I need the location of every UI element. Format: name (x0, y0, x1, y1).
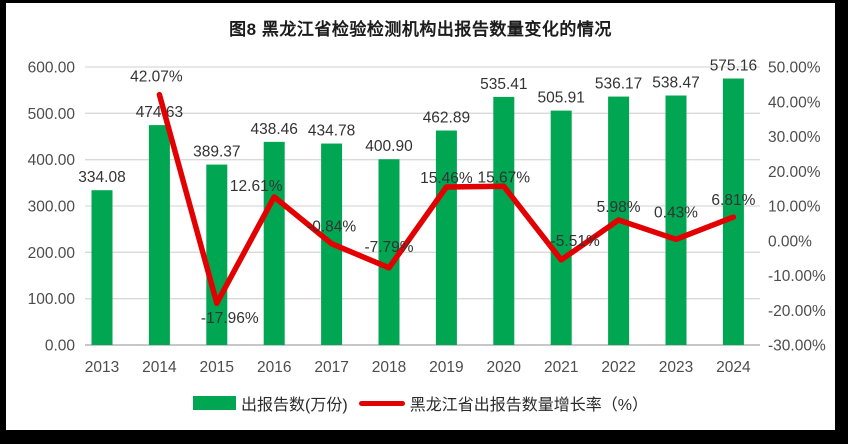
bar-2014 (148, 125, 170, 345)
bar-value-label-2024: 575.16 (710, 58, 757, 75)
right-axis-tick-label: 50.00% (768, 60, 821, 77)
x-axis-tick-label-2020: 2020 (487, 359, 522, 376)
bar-2016 (263, 141, 285, 345)
bar-value-label-2020: 535.41 (480, 76, 527, 93)
growth-rate-label-2022: 5.98% (597, 199, 641, 216)
right-axis-tick-label: -30.00% (768, 338, 826, 355)
right-axis-tick-label: 30.00% (768, 129, 821, 146)
x-axis-tick-label-2019: 2019 (429, 359, 463, 376)
right-axis-tick-label: -20.00% (768, 303, 826, 320)
right-axis-tick-label: 0.00% (768, 233, 812, 250)
bar-value-label-2014: 474.63 (136, 104, 183, 121)
growth-rate-label-2019: 15.46% (420, 170, 473, 187)
left-axis-tick-label: 100.00 (28, 291, 76, 308)
chart-title: 图8 黑龙江省检验检测机构出报告数量变化的情况 (229, 20, 612, 39)
x-axis-tick-label-2013: 2013 (85, 359, 119, 376)
bar-value-label-2018: 400.90 (365, 138, 413, 155)
left-axis-tick-label: 300.00 (28, 199, 76, 216)
growth-rate-label-2016: 12.61% (230, 178, 283, 195)
growth-rate-label-2014: 42.07% (130, 69, 183, 86)
left-axis-tick-label: 400.00 (28, 152, 76, 169)
bar-2021 (550, 110, 572, 345)
right-axis-tick-label: -10.00% (768, 268, 826, 285)
bar-value-label-2023: 538.47 (652, 75, 699, 92)
growth-rate-label-2023: 0.43% (654, 204, 698, 221)
chart-legend: 出报告数(万份) 黑龙江省出报告数量增长率（%） (6, 391, 835, 415)
bar-value-label-2016: 438.46 (250, 121, 297, 138)
bar-2015 (206, 164, 228, 345)
bar-value-label-2021: 505.91 (537, 90, 584, 107)
legend-bar-label: 出报告数(万份) (241, 397, 348, 414)
growth-rate-line (156, 91, 737, 306)
chart-plot-area: 600.00 500.00 400.00 300.00 200.00 100.00 0.00… (28, 58, 826, 376)
left-axis-tick-label: 500.00 (28, 106, 76, 123)
bar-2024 (722, 78, 744, 345)
legend-line-swatch-icon (358, 400, 405, 406)
left-axis-tick-label: 600.00 (28, 60, 76, 77)
left-axis-tick-label: 200.00 (28, 245, 76, 262)
bar-value-label-2022: 536.17 (595, 76, 642, 93)
chart-canvas: 图8 黑龙江省检验检测机构出报告数量变化的情况 600.00 500.00 400.… (6, 3, 835, 430)
x-axis-tick-label-2014: 2014 (142, 359, 177, 376)
x-axis-tick-label-2023: 2023 (659, 359, 693, 376)
legend-line-label: 黑龙江省出报告数量增长率（%） (409, 397, 648, 414)
bar-value-label-2013: 334.08 (78, 169, 125, 186)
bar-2018 (378, 159, 400, 345)
x-axis-tick-label-2017: 2017 (314, 359, 348, 376)
bar-value-label-2017: 434.78 (308, 123, 355, 140)
growth-rate-label-2015: -17.96% (201, 310, 259, 327)
x-axis-tick-label-2016: 2016 (257, 359, 291, 376)
bar-2020 (493, 96, 515, 345)
growth-rate-label-2024: 6.81% (711, 192, 755, 209)
x-axis-tick-label-2024: 2024 (716, 359, 751, 376)
x-axis-tick-label-2015: 2015 (200, 359, 234, 376)
growth-rate-label-2021: -5.51% (551, 233, 600, 250)
right-axis-tick-label: 10.00% (768, 199, 821, 216)
bar-value-label-2015: 389.37 (193, 144, 240, 161)
bar-2019 (435, 130, 457, 345)
x-axis-tick-label-2022: 2022 (601, 359, 635, 376)
x-axis-tick-label-2018: 2018 (372, 359, 406, 376)
growth-rate-label-2020: 15.67% (478, 169, 531, 186)
growth-rate-label-2017: -0.84% (307, 219, 356, 236)
left-axis-tick-label: 0.00 (45, 338, 76, 355)
right-axis-tick-label: 40.00% (768, 94, 821, 111)
x-axis-tick-label-2021: 2021 (544, 359, 578, 376)
bar-2013 (91, 190, 113, 345)
right-axis-tick-label: 20.00% (768, 164, 821, 181)
legend-bar-swatch-icon (193, 396, 237, 410)
bar-2023 (665, 95, 687, 345)
bar-value-label-2019: 462.89 (423, 110, 470, 127)
growth-rate-label-2018: -7.79% (364, 239, 413, 256)
